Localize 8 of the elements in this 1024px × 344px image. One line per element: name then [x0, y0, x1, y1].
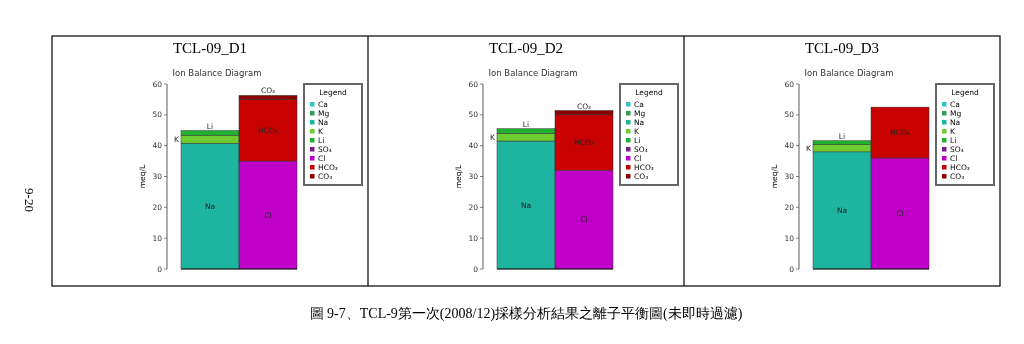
chart-subtitle: Ion Balance Diagram — [804, 68, 894, 78]
chart-subtitle: Ion Balance Diagram — [488, 68, 578, 78]
caption: 圖 9-7、TCL-9第一次(2008/12)採樣分析結果之離子平衡圖(未即時過濾) — [309, 306, 743, 322]
chart-title: TCL-09_D2 — [488, 40, 564, 56]
chart-subtitle: Ion Balance Diagram — [172, 68, 262, 78]
chart-title: TCL-09_D3 — [804, 40, 880, 56]
chart-title: TCL-09_D1 — [172, 40, 248, 56]
text: 9-20 — [22, 188, 37, 212]
